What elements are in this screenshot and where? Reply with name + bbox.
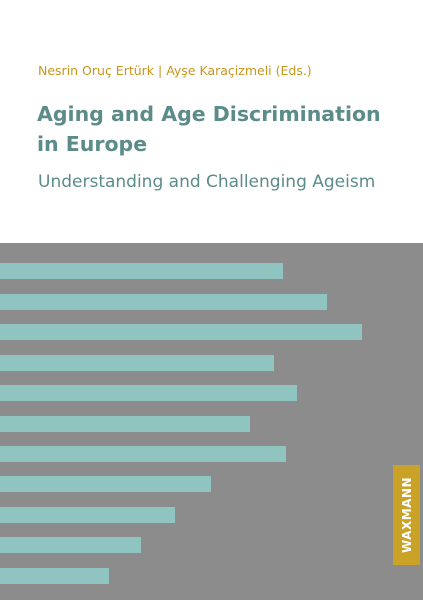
decor-bar (0, 568, 109, 584)
decor-bar (0, 416, 250, 432)
decor-bar (0, 355, 274, 371)
authors: Nesrin Oruç Ertürk | Ayşe Karaçizmeli (E… (38, 63, 312, 78)
decor-bar (0, 294, 327, 310)
subtitle: Understanding and Challenging Ageism (38, 172, 376, 192)
decor-bars (0, 263, 362, 584)
publisher-logo: WAXMANN (399, 476, 414, 554)
decor-bar (0, 507, 175, 523)
decor-bar (0, 324, 362, 340)
decor-bar (0, 385, 297, 401)
publisher-badge: WAXMANN (393, 465, 420, 565)
decor-bar (0, 446, 286, 462)
decor-bar (0, 537, 141, 553)
title-line: in Europe (37, 132, 148, 156)
decor-bar (0, 263, 283, 279)
decor-panel (0, 243, 423, 600)
decor-bar (0, 476, 211, 492)
title-line: Aging and Age Discrimination (37, 102, 381, 126)
